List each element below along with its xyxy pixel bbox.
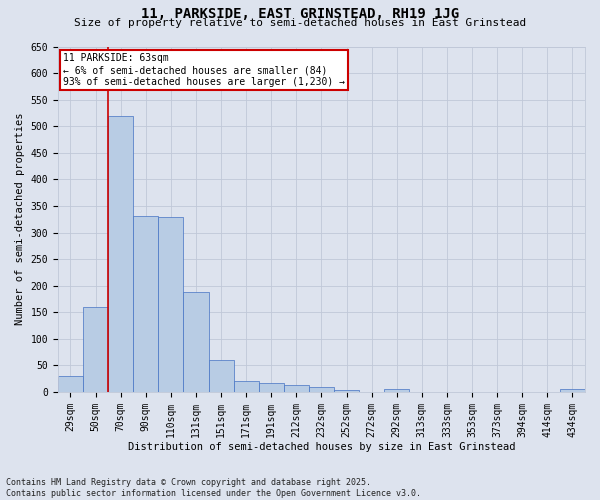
Bar <box>259 383 284 392</box>
Bar <box>284 385 309 392</box>
Text: Size of property relative to semi-detached houses in East Grinstead: Size of property relative to semi-detach… <box>74 18 526 28</box>
Y-axis label: Number of semi-detached properties: Number of semi-detached properties <box>15 113 25 326</box>
Bar <box>108 116 133 392</box>
Bar <box>309 387 334 392</box>
Bar <box>133 216 158 392</box>
X-axis label: Distribution of semi-detached houses by size in East Grinstead: Distribution of semi-detached houses by … <box>128 442 515 452</box>
Text: 11 PARKSIDE: 63sqm
← 6% of semi-detached houses are smaller (84)
93% of semi-det: 11 PARKSIDE: 63sqm ← 6% of semi-detached… <box>63 54 345 86</box>
Bar <box>158 216 184 392</box>
Text: 11, PARKSIDE, EAST GRINSTEAD, RH19 1JG: 11, PARKSIDE, EAST GRINSTEAD, RH19 1JG <box>141 8 459 22</box>
Bar <box>83 308 108 392</box>
Bar <box>209 360 233 392</box>
Bar <box>560 390 585 392</box>
Bar <box>184 292 209 392</box>
Bar <box>384 390 409 392</box>
Bar <box>233 382 259 392</box>
Bar <box>58 376 83 392</box>
Bar <box>334 390 359 392</box>
Text: Contains HM Land Registry data © Crown copyright and database right 2025.
Contai: Contains HM Land Registry data © Crown c… <box>6 478 421 498</box>
